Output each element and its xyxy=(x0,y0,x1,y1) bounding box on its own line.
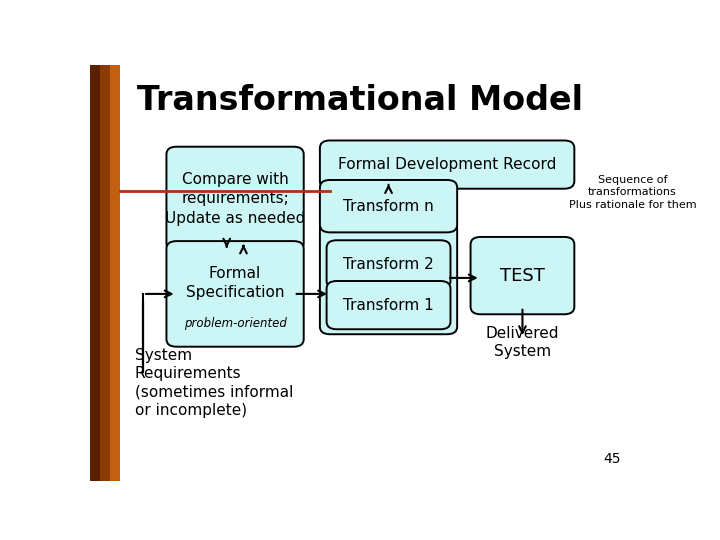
FancyBboxPatch shape xyxy=(471,237,575,314)
Text: Transform 1: Transform 1 xyxy=(343,298,434,313)
Text: Formal Development Record: Formal Development Record xyxy=(338,157,557,172)
Bar xyxy=(90,65,100,481)
Text: Compare with
requirements;
Update as needed: Compare with requirements; Update as nee… xyxy=(165,172,305,226)
FancyBboxPatch shape xyxy=(320,221,457,334)
Text: Transform n: Transform n xyxy=(343,199,434,214)
FancyBboxPatch shape xyxy=(166,241,304,347)
Text: Formal
Specification: Formal Specification xyxy=(186,266,284,300)
Text: TEST: TEST xyxy=(500,267,545,285)
Text: Transformational Model: Transformational Model xyxy=(138,84,583,117)
Text: problem-oriented: problem-oriented xyxy=(184,318,287,330)
FancyBboxPatch shape xyxy=(327,240,451,288)
FancyBboxPatch shape xyxy=(320,180,457,232)
Bar xyxy=(100,65,110,481)
FancyBboxPatch shape xyxy=(320,140,575,188)
Text: Delivered
System: Delivered System xyxy=(486,326,559,359)
Text: System
Requirements
(sometimes informal
or incomplete): System Requirements (sometimes informal … xyxy=(135,348,293,418)
Text: 45: 45 xyxy=(603,452,621,466)
Text: Sequence of
transformations
Plus rationale for them: Sequence of transformations Plus rationa… xyxy=(569,175,696,210)
FancyBboxPatch shape xyxy=(166,147,304,251)
FancyBboxPatch shape xyxy=(327,281,451,329)
Text: Transform 2: Transform 2 xyxy=(343,257,434,272)
Bar xyxy=(110,65,120,481)
